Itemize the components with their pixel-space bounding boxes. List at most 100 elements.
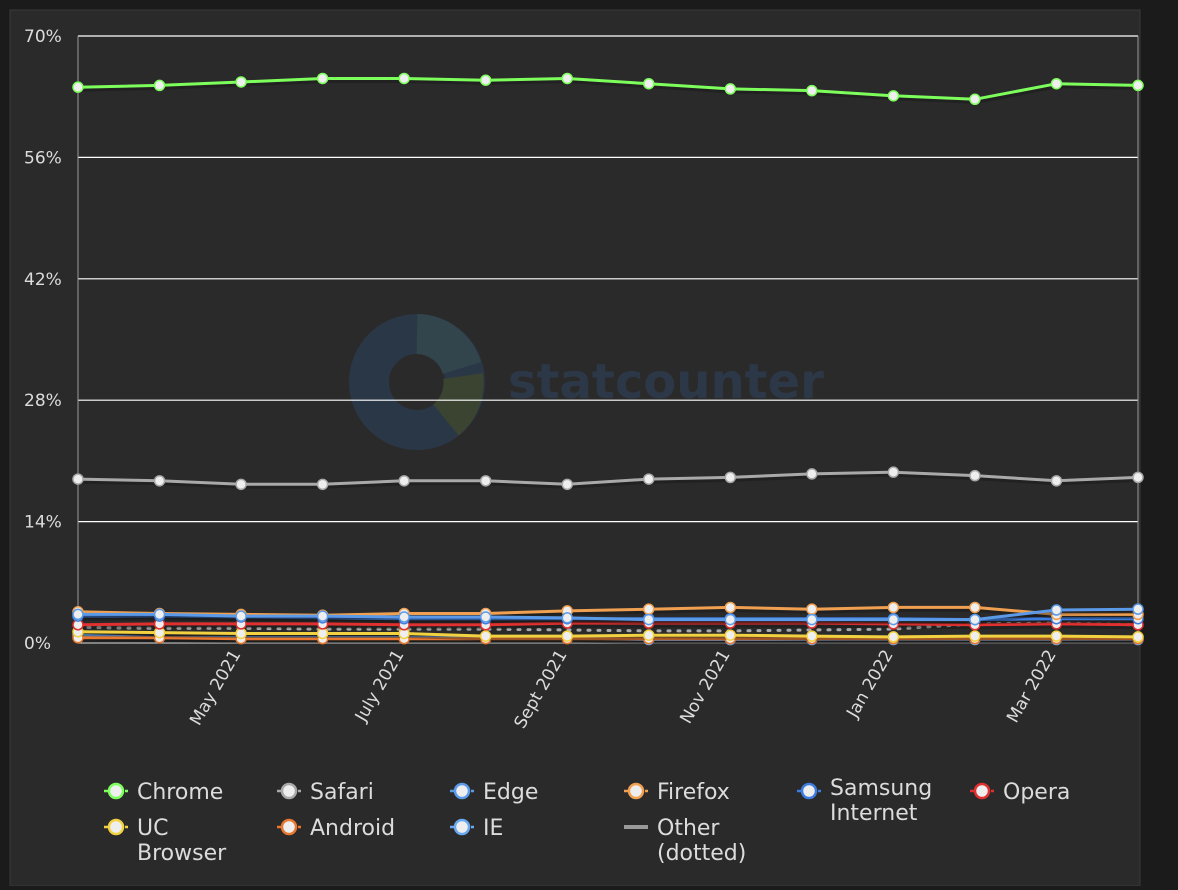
legend-item-other-dotted[interactable]: Other (dotted) — [624, 816, 746, 866]
point-safari-11[interactable] — [969, 469, 981, 482]
legend-item-safari[interactable]: Safari — [277, 780, 374, 805]
point-safari-4[interactable] — [398, 475, 410, 487]
point-edge-10[interactable] — [887, 613, 900, 626]
point-chrome-11[interactable] — [969, 93, 981, 106]
point-uc-browser-10[interactable] — [887, 631, 900, 643]
point-safari-9[interactable] — [806, 468, 818, 480]
chart-card — [9, 9, 1141, 887]
point-uc-browser-11[interactable] — [969, 630, 981, 642]
series-edge — [72, 603, 1144, 626]
y-tick-label-14: 14% — [24, 513, 62, 533]
point-uc-browser-3[interactable] — [316, 627, 329, 640]
point-safari-1[interactable] — [153, 475, 166, 487]
legend: Chrome Safari Edge Firefox Samsung Internet Op… — [104, 776, 1070, 866]
point-firefox-7[interactable] — [643, 603, 655, 615]
y-tick-label-28: 28% — [24, 391, 62, 411]
line-opera — [77, 621, 1139, 627]
point-chrome-9[interactable] — [806, 84, 818, 97]
point-uc-browser-5[interactable] — [479, 630, 492, 642]
watermark-logo-wedge — [415, 314, 482, 375]
y-tick-label-0: 0% — [24, 634, 51, 654]
point-chrome-4[interactable] — [398, 72, 410, 85]
point-chrome-10[interactable] — [887, 90, 900, 102]
point-uc-browser-2[interactable] — [235, 627, 247, 640]
series-chrome — [72, 72, 1144, 106]
point-chrome-8[interactable] — [724, 83, 737, 95]
line-shadow-chrome — [78, 77, 1140, 104]
legend-item-edge[interactable]: Edge — [450, 780, 538, 805]
point-edge-5[interactable] — [479, 611, 492, 623]
point-safari-13[interactable] — [1132, 471, 1144, 484]
point-safari-3[interactable] — [316, 478, 329, 491]
legend-label-line: Browser — [137, 841, 227, 866]
legend-item-android[interactable]: Android — [277, 816, 395, 841]
legend-label-line: Other — [657, 816, 720, 841]
legend-label-uc-browser: UC Browser — [137, 816, 227, 866]
point-chrome-3[interactable] — [316, 72, 329, 85]
point-firefox-8[interactable] — [724, 601, 737, 614]
y-tick-label-56: 56% — [24, 148, 62, 168]
point-uc-browser-9[interactable] — [806, 630, 818, 642]
point-edge-0[interactable] — [72, 608, 84, 621]
point-firefox-10[interactable] — [887, 601, 900, 614]
point-edge-2[interactable] — [235, 610, 247, 622]
point-edge-9[interactable] — [806, 613, 818, 626]
legend-item-uc-browser[interactable]: UC Browser — [104, 816, 227, 866]
point-uc-browser-6[interactable] — [561, 630, 573, 642]
point-chrome-13[interactable] — [1132, 79, 1144, 92]
point-safari-5[interactable] — [479, 475, 492, 487]
legend-item-ie[interactable]: IE — [450, 816, 503, 841]
point-chrome-5[interactable] — [479, 74, 492, 86]
legend-item-samsung-internet[interactable]: Samsung Internet — [797, 776, 932, 826]
legend-label-android: Android — [310, 816, 395, 841]
point-safari-2[interactable] — [235, 478, 247, 491]
point-safari-6[interactable] — [561, 478, 573, 491]
line-uc-browser — [77, 630, 1139, 639]
point-uc-browser-8[interactable] — [724, 629, 737, 641]
legend-item-firefox[interactable]: Firefox — [624, 780, 730, 805]
point-chrome-0[interactable] — [72, 81, 84, 93]
legend-item-opera[interactable]: Opera — [970, 780, 1070, 805]
line-shadow-edge — [79, 608, 1140, 625]
point-edge-13[interactable] — [1132, 603, 1144, 615]
point-edge-6[interactable] — [561, 612, 573, 624]
point-safari-10[interactable] — [887, 466, 900, 478]
legend-label-line: Safari — [310, 780, 374, 805]
legend-label-opera: Opera — [1003, 780, 1070, 805]
legend-label-line: Internet — [830, 801, 918, 826]
point-uc-browser-7[interactable] — [643, 629, 655, 641]
legend-label-other-dotted: Other (dotted) — [657, 816, 746, 866]
point-safari-12[interactable] — [1050, 475, 1063, 487]
legend-label-line: Opera — [1003, 780, 1070, 805]
point-chrome-7[interactable] — [643, 77, 655, 90]
point-safari-0[interactable] — [72, 473, 84, 485]
point-edge-3[interactable] — [316, 610, 329, 622]
point-chrome-12[interactable] — [1050, 77, 1063, 90]
legend-item-chrome[interactable]: Chrome — [104, 780, 223, 805]
point-edge-8[interactable] — [724, 613, 737, 626]
point-edge-12[interactable] — [1050, 604, 1063, 616]
legend-swatch-opera — [973, 782, 991, 800]
point-chrome-2[interactable] — [235, 76, 247, 88]
point-uc-browser-13[interactable] — [1132, 631, 1144, 643]
legend-label-chrome: Chrome — [137, 780, 223, 805]
point-safari-7[interactable] — [643, 473, 655, 485]
point-chrome-6[interactable] — [561, 72, 573, 85]
point-edge-7[interactable] — [643, 613, 655, 626]
line-shadow-opera — [78, 622, 1140, 630]
watermark-logo-wedge-2 — [432, 373, 484, 436]
point-safari-8[interactable] — [724, 471, 737, 484]
legend-label-line: Samsung — [830, 776, 932, 801]
point-chrome-1[interactable] — [153, 79, 166, 92]
point-edge-4[interactable] — [398, 611, 410, 623]
legend-swatch-chrome — [107, 782, 125, 800]
point-edge-1[interactable] — [153, 608, 166, 621]
point-uc-browser-12[interactable] — [1050, 630, 1063, 642]
point-firefox-11[interactable] — [969, 601, 981, 614]
legend-label-firefox: Firefox — [657, 780, 730, 805]
point-edge-11[interactable] — [969, 613, 981, 626]
line-shadow-android — [79, 637, 1139, 644]
point-firefox-9[interactable] — [806, 603, 818, 615]
